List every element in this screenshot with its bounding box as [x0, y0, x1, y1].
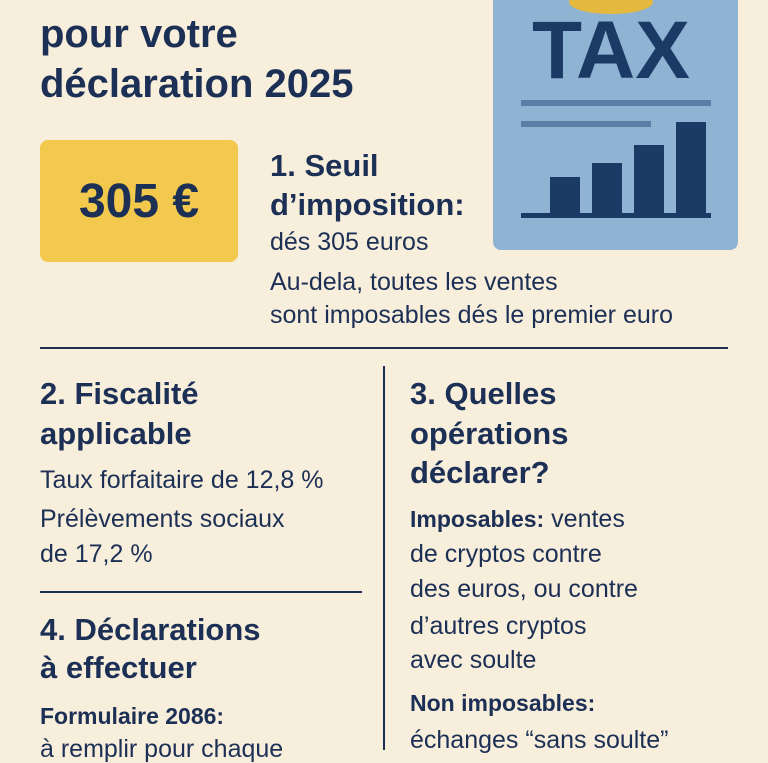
- tax-icon: TAX: [493, 0, 738, 250]
- coin: [569, 0, 653, 14]
- section-title: d’imposition:: [270, 187, 465, 222]
- section-text: Prélèvements sociaux: [40, 505, 285, 533]
- non-taxable-label: Non imposables:: [410, 690, 596, 716]
- section-text: avec soulte: [410, 646, 537, 674]
- axis-line: [521, 213, 711, 218]
- section-text: d’autres cryptos: [410, 612, 587, 640]
- tax-label: TAX: [532, 5, 690, 96]
- section-title: 2. Fiscalité: [40, 376, 199, 411]
- section-text: de 17,2 %: [40, 540, 153, 568]
- taxable-line: Imposables: ventes: [410, 507, 625, 532]
- divider: [383, 366, 385, 750]
- section-title: opérations: [410, 416, 569, 451]
- bar-icon: [634, 145, 664, 213]
- bar-icon: [592, 163, 622, 213]
- section-title: déclarer?: [410, 455, 550, 490]
- divider: [40, 347, 728, 349]
- section-text: Taux forfaitaire de 12,8 %: [40, 466, 324, 494]
- bar-icon: [550, 177, 580, 213]
- section-title: 3. Quelles: [410, 376, 557, 411]
- note-text: Au-dela, toutes les ventes: [270, 268, 558, 296]
- divider: [40, 591, 362, 593]
- section-text: dés 305 euros: [270, 228, 429, 256]
- section-text: des euros, ou contre: [410, 575, 638, 603]
- text-line: [521, 100, 711, 106]
- section-title: 4. Déclarations: [40, 612, 261, 647]
- text-line: [521, 121, 651, 127]
- note-text: sont imposables dés le premier euro: [270, 301, 673, 329]
- form-label: Formulaire 2086:: [40, 703, 225, 729]
- title-line: pour votre: [40, 12, 238, 56]
- section-title: à effectuer: [40, 650, 197, 685]
- bar-icon: [676, 122, 706, 213]
- section-text: échanges “sans soulte”: [410, 726, 669, 754]
- section-title: 1. Seuil: [270, 148, 379, 183]
- title-line: déclaration 2025: [40, 62, 354, 106]
- section-title: applicable: [40, 416, 192, 451]
- badge: 305 €: [40, 140, 238, 262]
- section-text: de cryptos contre: [410, 540, 602, 568]
- taxable-label: Imposables:: [410, 506, 545, 532]
- section-text: ventes: [551, 505, 625, 533]
